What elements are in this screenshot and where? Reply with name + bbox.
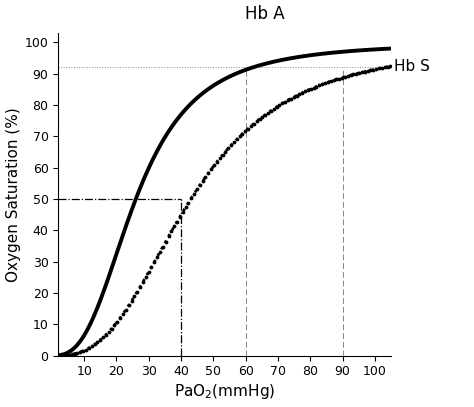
- Y-axis label: Oxygen Saturation (%): Oxygen Saturation (%): [6, 107, 20, 282]
- Text: Hb S: Hb S: [394, 59, 430, 74]
- X-axis label: PaO$_2$(mmHg): PaO$_2$(mmHg): [174, 383, 275, 401]
- Text: Hb A: Hb A: [245, 5, 284, 23]
